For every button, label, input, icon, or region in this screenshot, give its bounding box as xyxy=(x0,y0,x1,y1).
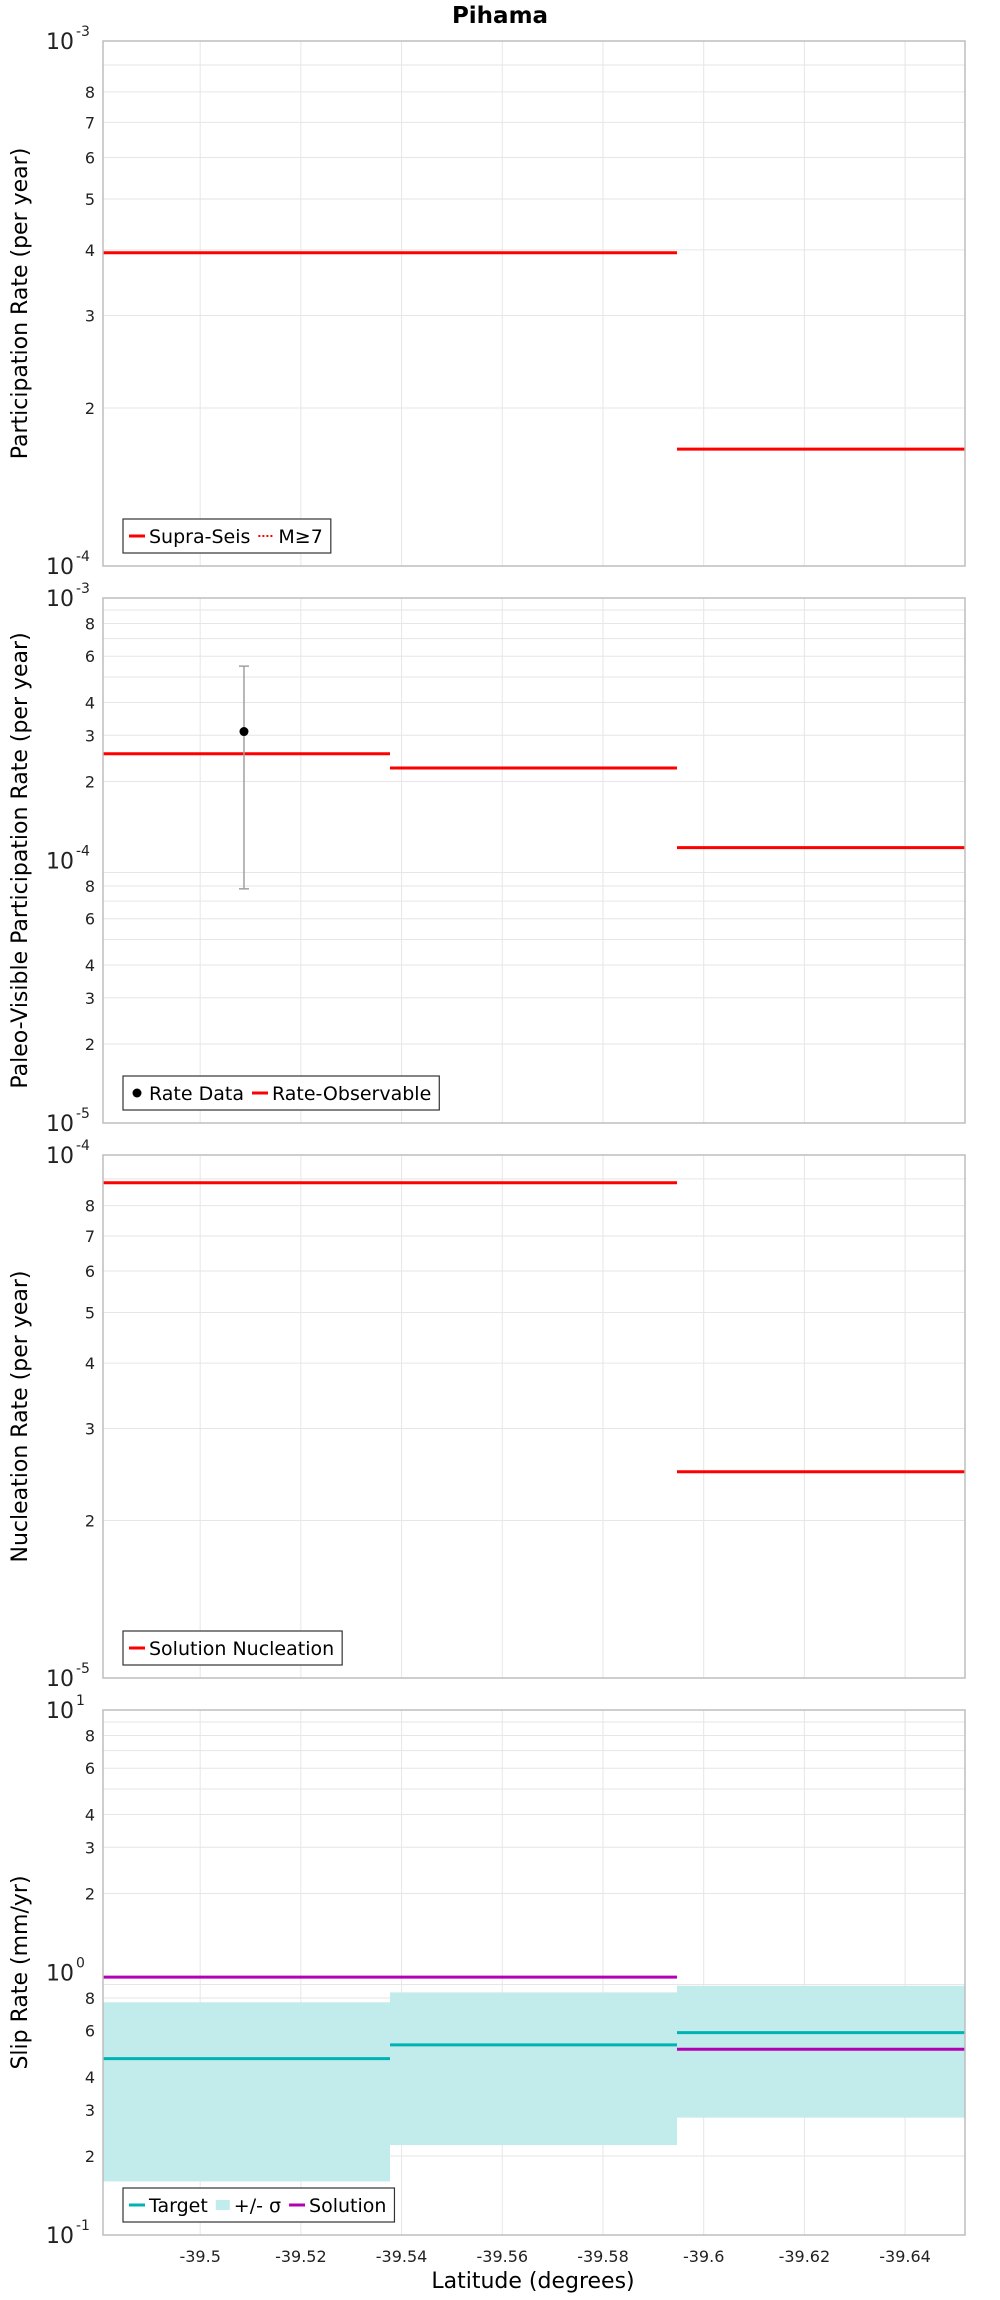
y-tick-label-exponent: -5 xyxy=(76,1661,90,1677)
legend-label-supra-seis: Supra-Seis xyxy=(149,526,250,548)
legend: Target +/- σ Solution xyxy=(122,2187,396,2223)
y-axis-label-participation: Participation Rate (per year) xyxy=(8,148,33,460)
y-tick-label-major: 10 xyxy=(46,555,74,580)
y-tick-label: 6 xyxy=(85,2022,95,2041)
legend-box xyxy=(122,1630,343,1666)
y-tick-label-major: 10 xyxy=(46,1699,74,1724)
y-tick-label: 8 xyxy=(85,1989,95,2008)
y-tick-label: 6 xyxy=(85,910,95,929)
y-tick-label: 2 xyxy=(85,1512,95,1531)
y-tick-label-exponent: -1 xyxy=(76,2218,90,2234)
x-tick-label: -39.52 xyxy=(275,2247,327,2266)
y-tick-label: 8 xyxy=(85,1726,95,1745)
y-tick-label-major: 10 xyxy=(46,2224,74,2249)
y-tick-label: 4 xyxy=(85,2068,95,2087)
y-tick-label: 4 xyxy=(85,693,95,712)
x-tick-label: -39.56 xyxy=(476,2247,528,2266)
y-tick-label: 3 xyxy=(85,726,95,745)
x-tick-label: -39.54 xyxy=(376,2247,428,2266)
y-tick-label: 5 xyxy=(85,1303,95,1322)
y-tick-label-major: 10 xyxy=(46,1962,74,1987)
legend-marker-rate-data xyxy=(132,1088,142,1098)
y-tick-label: 7 xyxy=(85,113,95,132)
x-axis-label: Latitude (degrees) xyxy=(431,2269,634,2294)
y-tick-label-exponent: -4 xyxy=(76,1138,90,1154)
y-tick-label: 3 xyxy=(85,989,95,1008)
y-tick-label: 4 xyxy=(85,241,95,260)
x-tick-label: -39.5 xyxy=(179,2247,220,2266)
y-tick-label-major: 10 xyxy=(46,1144,74,1169)
y-tick-label: 8 xyxy=(85,1197,95,1216)
y-tick-label: 8 xyxy=(85,83,95,102)
y-tick-label-major: 10 xyxy=(46,587,74,612)
y-tick-label: 8 xyxy=(85,614,95,633)
y-tick-label: 4 xyxy=(85,956,95,975)
legend-box xyxy=(122,1075,440,1111)
x-tick-label: -39.6 xyxy=(683,2247,724,2266)
y-tick-label-major: 10 xyxy=(46,1667,74,1692)
legend-box xyxy=(122,2187,396,2223)
y-tick-label: 4 xyxy=(85,1805,95,1824)
rate-data-point xyxy=(239,727,249,737)
y-tick-label: 4 xyxy=(85,1354,95,1373)
y-tick-label-major: 10 xyxy=(46,850,74,875)
y-tick-label: 6 xyxy=(85,1759,95,1778)
legend: Solution Nucleation xyxy=(122,1630,343,1666)
y-tick-label-exponent: -4 xyxy=(76,844,90,860)
y-tick-label: 6 xyxy=(85,148,95,167)
y-tick-label-exponent: 0 xyxy=(76,1956,85,1972)
legend-label-solution: Solution xyxy=(309,2195,386,2217)
y-tick-label: 3 xyxy=(85,2101,95,2120)
y-tick-label-exponent: -5 xyxy=(76,1106,90,1122)
y-tick-label: 6 xyxy=(85,647,95,666)
x-tick-label: -39.58 xyxy=(577,2247,629,2266)
y-tick-label: 8 xyxy=(85,877,95,896)
plot-frame xyxy=(102,597,966,1124)
sigma-band xyxy=(676,1985,965,2118)
plot-frame xyxy=(102,40,966,567)
sigma-band xyxy=(103,2002,390,2182)
y-tick-label: 2 xyxy=(85,399,95,418)
plot-frame xyxy=(102,1154,966,1679)
y-tick-label-exponent: 1 xyxy=(76,1693,85,1709)
x-tick-label: -39.64 xyxy=(879,2247,931,2266)
y-axis-label-slip: Slip Rate (mm/yr) xyxy=(8,1875,33,2069)
y-tick-label-exponent: -4 xyxy=(76,549,90,565)
y-tick-label-exponent: -3 xyxy=(76,581,90,597)
chart-title: Pihama xyxy=(452,3,548,29)
legend: Rate Data Rate-Observable xyxy=(122,1075,440,1111)
y-tick-label-exponent: -3 xyxy=(76,24,90,40)
legend-label-solution-nucleation: Solution Nucleation xyxy=(149,1638,334,1660)
y-tick-label: 3 xyxy=(85,1838,95,1857)
legend-label-item: +/- σ xyxy=(234,2195,281,2217)
panel-paleo: Paleo-Visible Participation Rate (per ye… xyxy=(8,581,966,1137)
legend-label-rate-data: Rate Data xyxy=(149,1083,244,1105)
y-axis-label-paleo: Paleo-Visible Participation Rate (per ye… xyxy=(8,632,33,1088)
legend: Supra-Seis M≥7 xyxy=(122,518,332,554)
legend-label-target: Target xyxy=(148,2195,208,2217)
sigma-band xyxy=(389,1992,677,2146)
legend-swatch-item xyxy=(215,2200,230,2210)
x-tick-label: -39.62 xyxy=(779,2247,831,2266)
y-tick-label: 2 xyxy=(85,1035,95,1054)
y-tick-label: 3 xyxy=(85,307,95,326)
y-tick-label: 5 xyxy=(85,190,95,209)
y-tick-label: 2 xyxy=(85,1884,95,1903)
legend-label-rate-observable: Rate-Observable xyxy=(272,1083,431,1105)
legend-box xyxy=(122,518,332,554)
y-axis-label-nucleation: Nucleation Rate (per year) xyxy=(8,1271,33,1563)
y-tick-label-major: 10 xyxy=(46,30,74,55)
y-tick-label: 2 xyxy=(85,772,95,791)
y-tick-label: 3 xyxy=(85,1419,95,1438)
y-tick-label: 6 xyxy=(85,1262,95,1281)
y-tick-label: 2 xyxy=(85,2147,95,2166)
y-tick-label-major: 10 xyxy=(46,1112,74,1137)
plot-frame xyxy=(102,1709,966,2236)
y-tick-label: 7 xyxy=(85,1227,95,1246)
legend-label-m-7: M≥7 xyxy=(278,526,322,548)
